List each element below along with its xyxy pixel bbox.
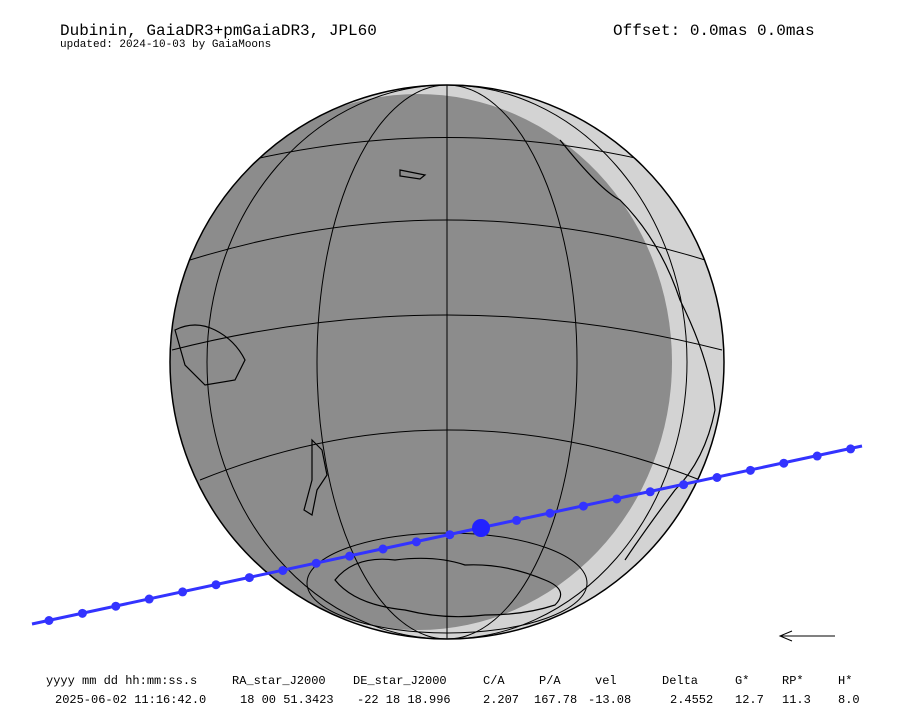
path-point <box>812 451 822 461</box>
column-header: P/A <box>539 674 561 688</box>
cell: 2.4552 <box>670 693 713 707</box>
path-point <box>345 551 355 561</box>
column-header: G* <box>735 674 749 688</box>
path-point <box>278 565 288 575</box>
column-header: DE_star_J2000 <box>353 674 447 688</box>
path-point <box>144 594 154 604</box>
cell: -13.08 <box>588 693 631 707</box>
cell: 2025-06-02 11:16:42.0 <box>55 693 206 707</box>
graticule <box>171 85 723 639</box>
cell: 11.3 <box>782 693 811 707</box>
column-header: yyyy mm dd hh:mm:ss.s <box>46 674 197 688</box>
path-point <box>111 601 121 611</box>
shadow-path <box>31 444 863 626</box>
cell: -22 18 18.996 <box>357 693 451 707</box>
column-header: RA_star_J2000 <box>232 674 326 688</box>
path-point <box>578 501 588 511</box>
path-point <box>311 558 321 568</box>
cell: 8.0 <box>838 693 860 707</box>
cell: 18 00 51.3423 <box>240 693 334 707</box>
path-point <box>77 608 87 618</box>
globe <box>169 84 725 640</box>
path-point <box>612 494 622 504</box>
path-point <box>211 580 221 590</box>
path-point <box>679 480 689 490</box>
subtitle: updated: 2024-10-03 by GaiaMoons <box>60 39 271 51</box>
column-header: H* <box>838 674 852 688</box>
path-point <box>645 487 655 497</box>
path-point <box>846 444 856 454</box>
night-shadow <box>170 94 672 630</box>
path-point <box>445 530 455 540</box>
path-point <box>378 544 388 554</box>
offset: Offset: 0.0mas 0.0mas <box>613 22 815 40</box>
path-point <box>545 508 555 518</box>
column-header: vel <box>595 674 617 688</box>
path-point <box>178 587 188 597</box>
path-point <box>745 465 755 475</box>
cell: 167.78 <box>534 693 577 707</box>
column-header: RP* <box>782 674 804 688</box>
path-point <box>712 473 722 482</box>
path-point <box>411 537 421 547</box>
direction-arrow <box>778 630 835 642</box>
column-header: Delta <box>662 674 698 688</box>
cell: 12.7 <box>735 693 764 707</box>
globe-outline <box>169 84 725 640</box>
central-point <box>472 519 490 537</box>
cell: 2.207 <box>483 693 519 707</box>
event-table: yyyy mm dd hh:mm:ss.s RA_star_J2000 DE_sta… <box>46 674 860 707</box>
path-point <box>244 573 254 583</box>
path-point <box>512 515 522 525</box>
path-point <box>779 458 789 468</box>
path-point <box>44 616 54 625</box>
column-header: C/A <box>483 674 505 688</box>
title: Dubinin, GaiaDR3+pmGaiaDR3, JPL60 <box>60 22 377 40</box>
coastlines <box>174 139 716 618</box>
